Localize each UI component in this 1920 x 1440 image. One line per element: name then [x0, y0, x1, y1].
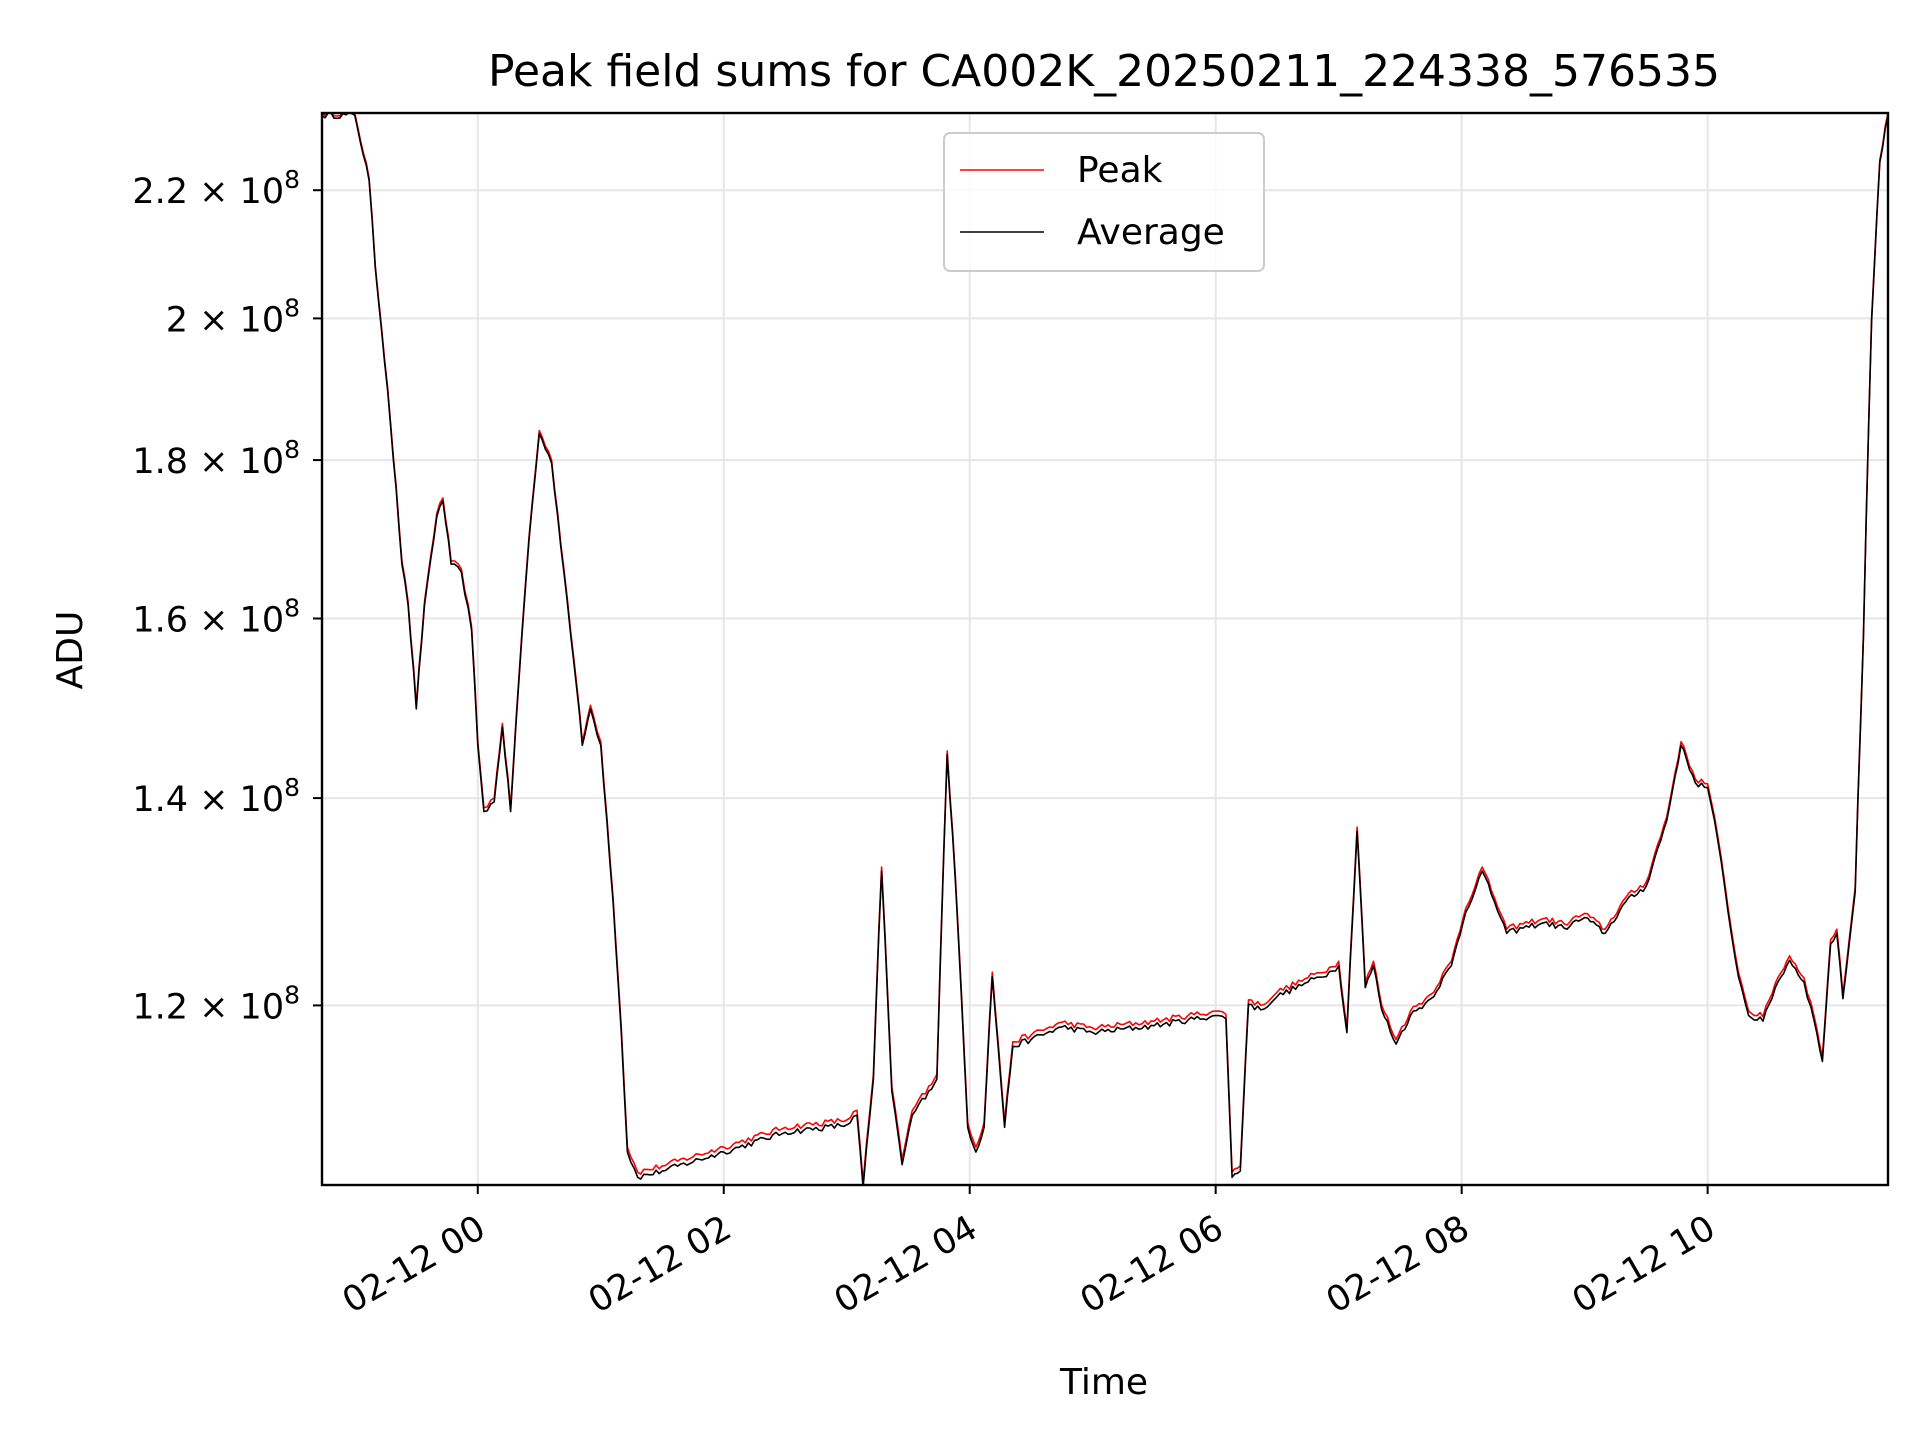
y-tick-label: 2.2 × 108 [132, 165, 300, 212]
series-line-average [322, 113, 1888, 1185]
y-axis-ticks: 1.2 × 108 1.4 × 108 1.6 × 108 1.8 × 108 2 × … [132, 165, 322, 1027]
x-axis-label: Time [1059, 1362, 1148, 1403]
y-tick-label: 1.4 × 108 [132, 773, 300, 820]
y-tick-label: 1.6 × 108 [132, 594, 300, 641]
series-layer [322, 113, 1888, 1185]
y-tick-label: 2 × 108 [166, 293, 300, 340]
legend: Peak Average [943, 132, 1265, 272]
legend-label-peak: Peak [1077, 150, 1163, 191]
y-tick-label: 1.2 × 108 [132, 980, 300, 1027]
y-tick-label: 1.8 × 108 [132, 435, 300, 482]
series-line-peak [322, 113, 1888, 1184]
plot-area-frame [320, 111, 1890, 1187]
grid [322, 113, 1888, 1185]
chart-title: Peak field sums for CA002K_20250211_2243… [488, 46, 1720, 97]
legend-label-average: Average [1077, 212, 1225, 253]
y-axis-label: ADU [50, 611, 91, 690]
legend-box [943, 132, 1265, 272]
